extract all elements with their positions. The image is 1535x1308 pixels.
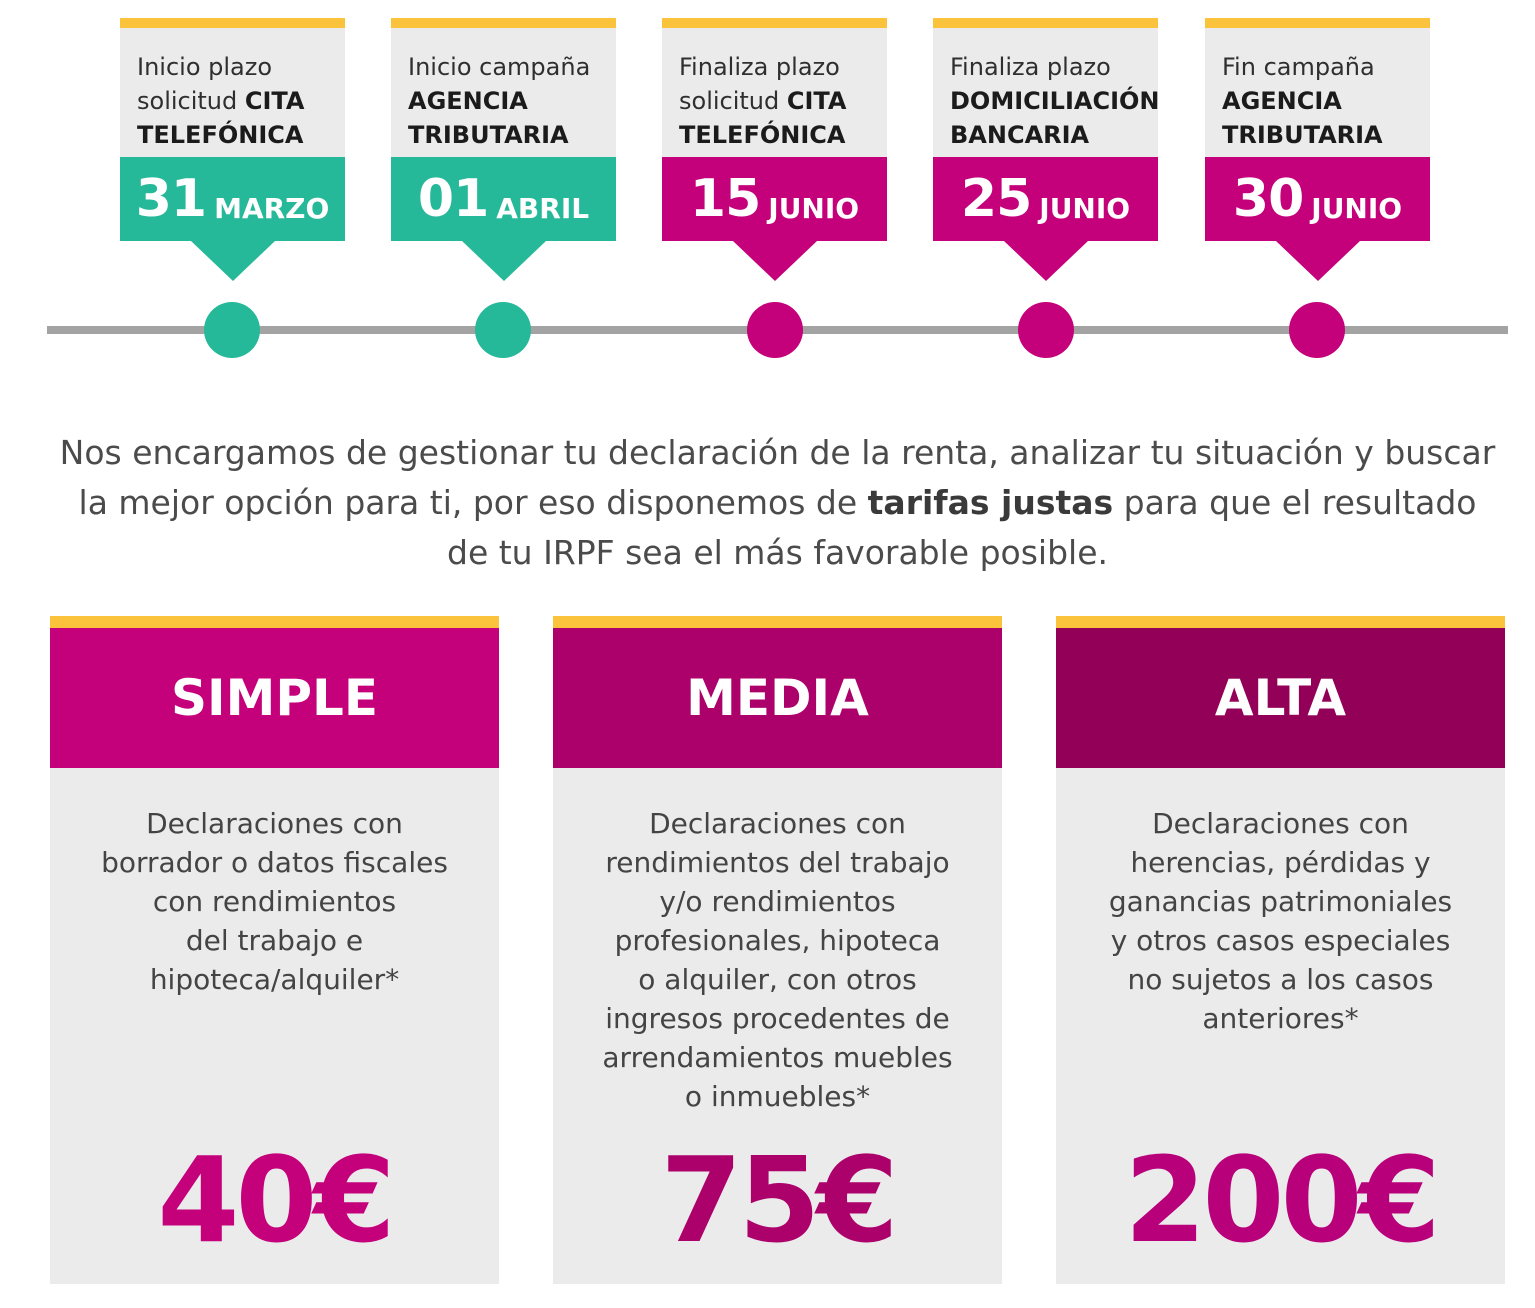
intro-text: Nos encargamos de gestionar tu declaraci… (40, 428, 1515, 578)
date-month: MARZO (214, 191, 330, 225)
milestone-label-line: Fin campaña (1222, 53, 1375, 81)
description-line: rendimientos del trabajo (605, 846, 950, 879)
date-day: 31 (135, 169, 207, 229)
date-day: 30 (1232, 169, 1304, 229)
tariff-description: Declaraciones con rendimientos del traba… (553, 804, 1002, 1116)
tariff-price: 75€ (660, 1131, 898, 1269)
milestone-label-bold: TELEFÓNICA (137, 121, 304, 149)
date-month: JUNIO (1311, 191, 1403, 225)
intro-text-part: la mejor opción para ti, por eso dispone… (78, 483, 868, 522)
tariff-name: ALTA (1056, 628, 1505, 768)
description-line: con rendimientos (152, 885, 397, 918)
date-day: 01 (417, 169, 489, 229)
description-line: o inmuebles* (684, 1080, 871, 1113)
milestone-label-bold: TRIBUTARIA (408, 121, 569, 149)
tariff-name: MEDIA (553, 628, 1002, 768)
milestone-label: Finaliza plazo DOMICILIACIÓN BANCARIA (933, 18, 1160, 157)
pointer-arrow-icon (1003, 241, 1088, 281)
card-accent-bar (1056, 616, 1505, 628)
milestone-date: 31 MARZO (120, 157, 345, 281)
card-accent-bar (50, 616, 499, 628)
milestone-label: Inicio campaña AGENCIA TRIBUTARIA (391, 18, 616, 157)
milestone-25-junio: Finaliza plazo DOMICILIACIÓN BANCARIA 25… (933, 18, 1160, 281)
pointer-arrow-icon (1275, 241, 1360, 281)
description-line: Declaraciones con (649, 807, 906, 840)
milestone-label-bold: CITA (244, 87, 305, 115)
date-day: 15 (689, 169, 761, 229)
milestone-label-line: Inicio plazo (137, 53, 273, 81)
milestone-label-bold: BANCARIA (950, 121, 1090, 149)
milestone-date: 15 JUNIO (662, 157, 887, 281)
tariff-card-alta: ALTA Declaraciones con herencias, pérdid… (1056, 616, 1505, 1284)
pointer-arrow-icon (190, 241, 275, 281)
milestone-label-bold: DOMICILIACIÓN (950, 87, 1160, 115)
milestone-15-junio: Finaliza plazo solicitud CITA TELEFÓNICA… (662, 18, 887, 281)
milestone-label-line: solicitud (679, 87, 787, 115)
milestone-label-line: Finaliza plazo (679, 53, 840, 81)
description-line: herencias, pérdidas y (1130, 846, 1431, 879)
milestone-label-bold: TELEFÓNICA (679, 121, 846, 149)
milestone-date: 25 JUNIO (933, 157, 1158, 281)
date-month: JUNIO (1039, 191, 1131, 225)
milestone-31-marzo: Inicio plazo solicitud CITA TELEFÓNICA 3… (120, 18, 345, 281)
milestone-label-bold: AGENCIA (1222, 87, 1342, 115)
milestone-date: 01 ABRIL (391, 157, 616, 281)
milestone-label: Fin campaña AGENCIA TRIBUTARIA (1205, 18, 1430, 157)
tariff-name: SIMPLE (50, 628, 499, 768)
milestone-30-junio: Fin campaña AGENCIA TRIBUTARIA 30 JUNIO (1205, 18, 1430, 281)
description-line: Declaraciones con (1152, 807, 1409, 840)
intro-highlight: tarifas justas (867, 483, 1114, 522)
milestone-label-line: Finaliza plazo (950, 53, 1111, 81)
description-line: no sujetos a los casos (1127, 963, 1434, 996)
milestone-01-abril: Inicio campaña AGENCIA TRIBUTARIA 01 ABR… (391, 18, 616, 281)
tariff-card-media: MEDIA Declaraciones con rendimientos del… (553, 616, 1002, 1284)
description-line: del trabajo e (185, 924, 364, 957)
description-line: profesionales, hipoteca (614, 924, 941, 957)
timeline-dot-icon (475, 302, 531, 358)
pointer-arrow-icon (732, 241, 817, 281)
milestone-label-bold: AGENCIA (408, 87, 528, 115)
date-day: 25 (960, 169, 1032, 229)
timeline-dot-icon (204, 302, 260, 358)
tariff-description: Declaraciones con herencias, pérdidas y … (1056, 804, 1505, 1038)
milestone-label-bold: TRIBUTARIA (1222, 121, 1383, 149)
milestone-label: Inicio plazo solicitud CITA TELEFÓNICA (120, 18, 345, 157)
description-line: borrador o datos fiscales (101, 846, 448, 879)
timeline-dot-icon (747, 302, 803, 358)
description-line: ingresos procedentes de (605, 1002, 950, 1035)
timeline-dot-icon (1289, 302, 1345, 358)
tariff-card-simple: SIMPLE Declaraciones con borrador o dato… (50, 616, 499, 1284)
tariff-price: 200€ (1124, 1131, 1440, 1269)
milestone-label-line: Inicio campaña (408, 53, 591, 81)
intro-line: Nos encargamos de gestionar tu declaraci… (59, 433, 1496, 472)
milestone-date: 30 JUNIO (1205, 157, 1430, 281)
pointer-arrow-icon (461, 241, 546, 281)
description-line: y/o rendimientos (659, 885, 896, 918)
description-line: o alquiler, con otros (638, 963, 917, 996)
description-line: hipoteca/alquiler* (149, 963, 400, 996)
timeline-dot-icon (1018, 302, 1074, 358)
milestone-label: Finaliza plazo solicitud CITA TELEFÓNICA (662, 18, 887, 157)
tariff-description: Declaraciones con borrador o datos fisca… (50, 804, 499, 999)
milestone-label-line: solicitud (137, 87, 245, 115)
intro-text-part: para que el resultado (1113, 483, 1477, 522)
description-line: y otros casos especiales (1110, 924, 1451, 957)
description-line: anteriores* (1202, 1002, 1359, 1035)
date-month: JUNIO (768, 191, 860, 225)
tariff-price: 40€ (157, 1131, 395, 1269)
milestone-label-bold: CITA (786, 87, 847, 115)
date-month: ABRIL (496, 191, 590, 225)
card-accent-bar (553, 616, 1002, 628)
intro-line: de tu IRPF sea el más favorable posible. (447, 533, 1108, 572)
description-line: ganancias patrimoniales (1108, 885, 1453, 918)
description-line: arrendamientos muebles (602, 1041, 953, 1074)
description-line: Declaraciones con (146, 807, 403, 840)
intro-line: la mejor opción para ti, por eso dispone… (40, 478, 1515, 528)
